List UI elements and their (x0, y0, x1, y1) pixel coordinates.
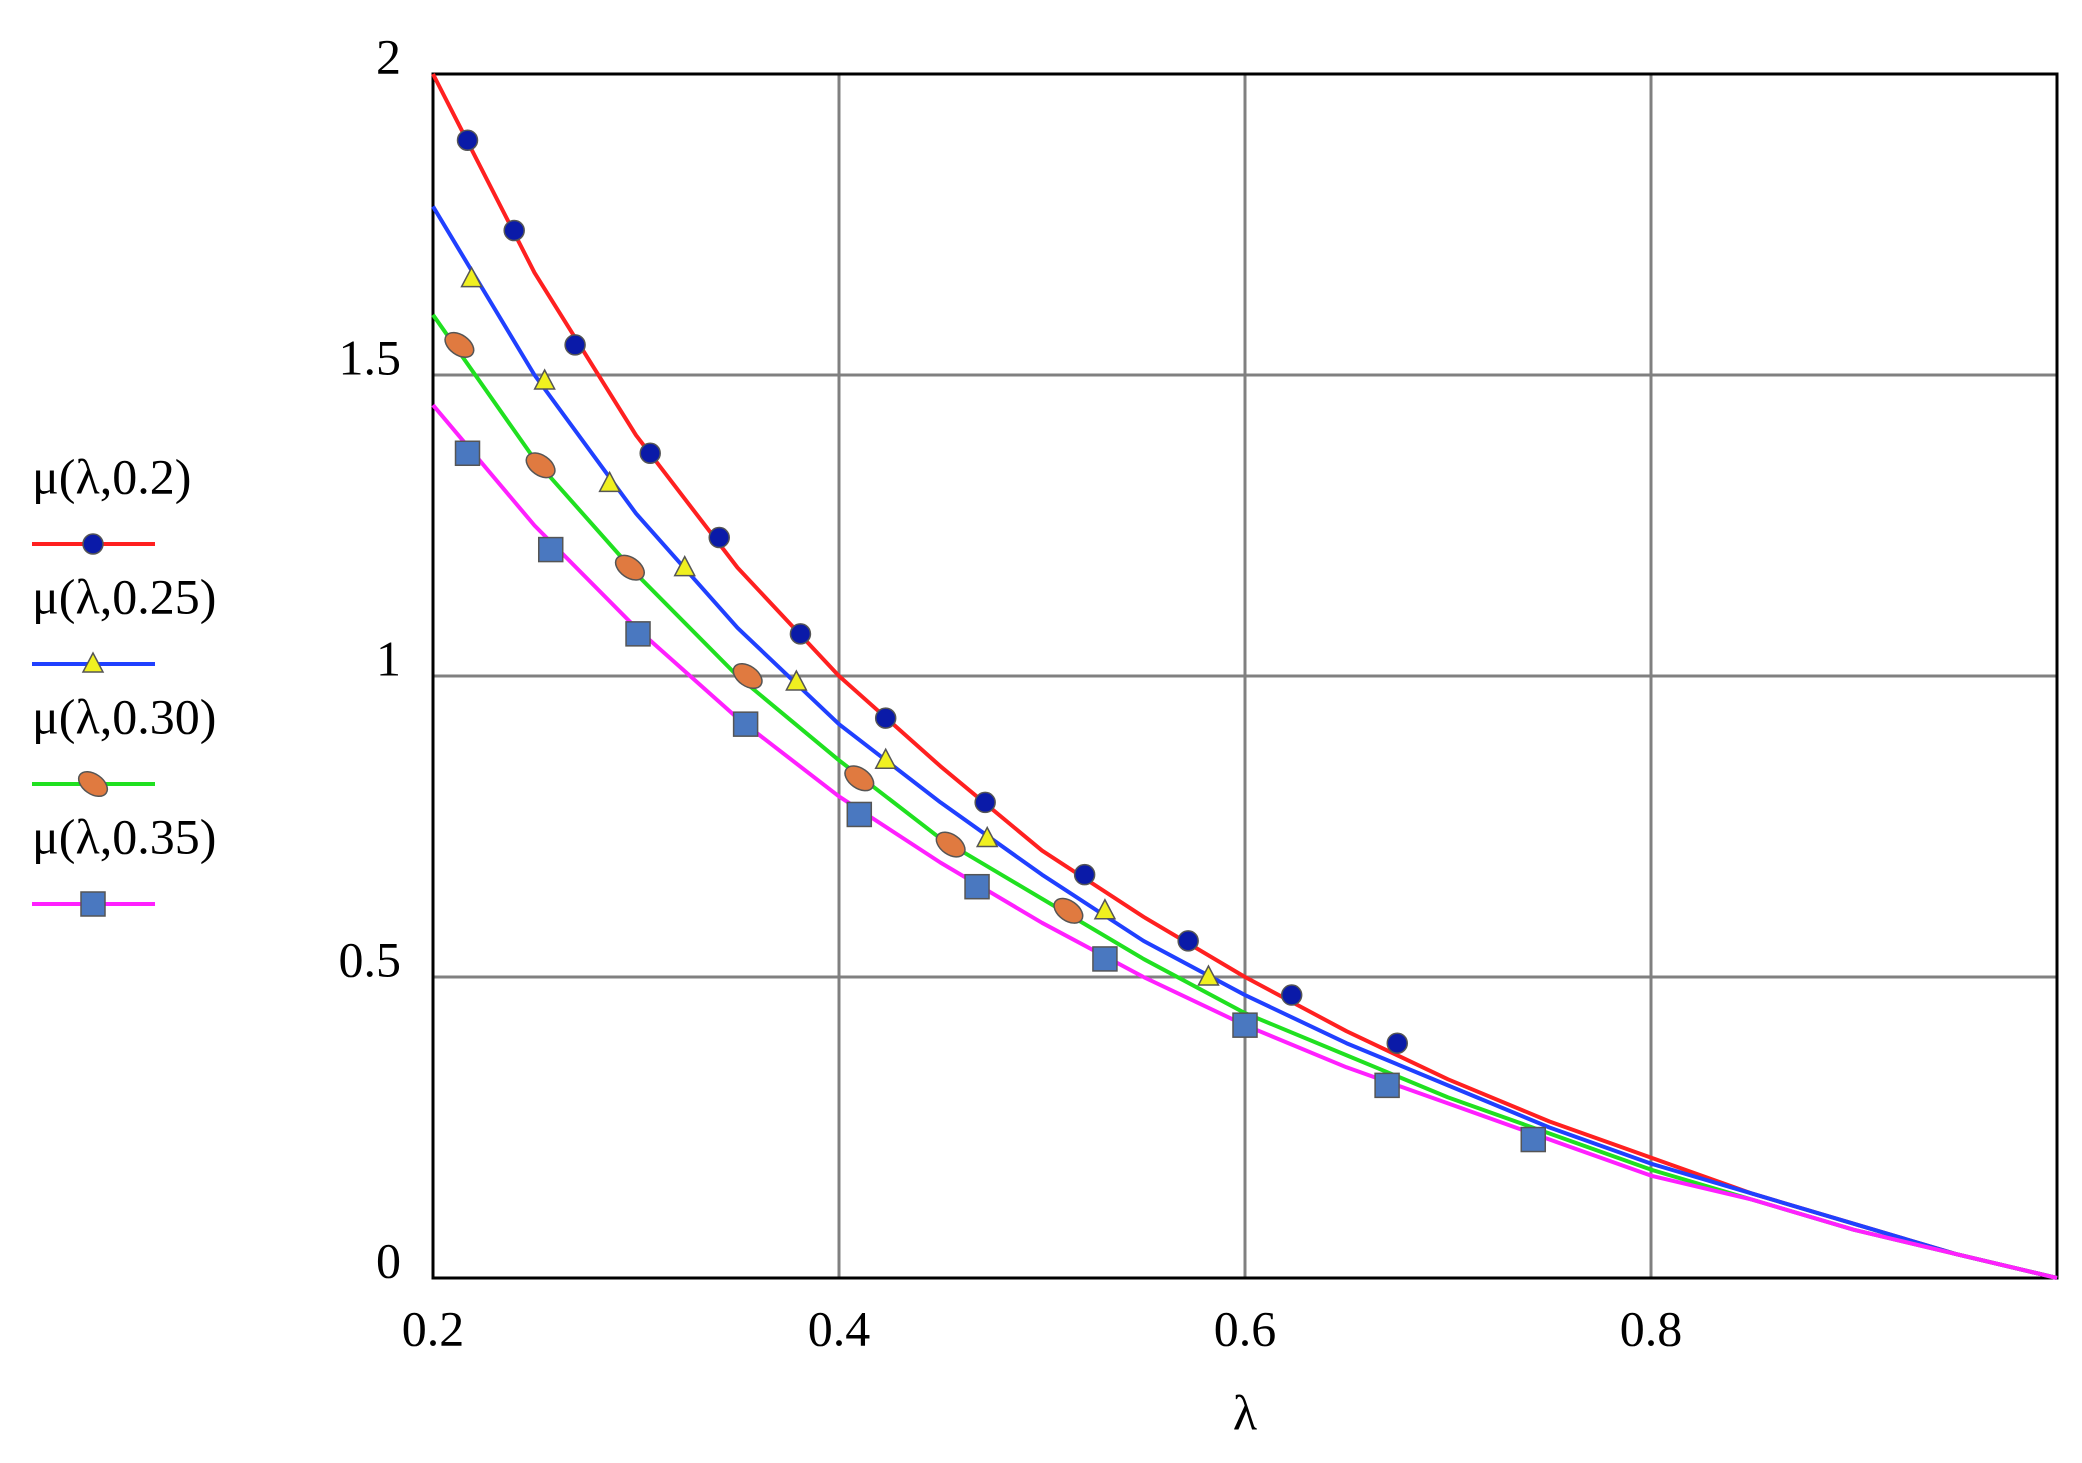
legend-label: μ(λ,0.30) (32, 688, 216, 744)
x-tick-label: 0.6 (1214, 1300, 1277, 1356)
marker (974, 791, 996, 814)
marker (1092, 946, 1118, 972)
marker (625, 621, 651, 647)
marker (537, 536, 564, 563)
marker (1520, 1126, 1547, 1153)
x-tick-label: 0.4 (808, 1300, 871, 1356)
marker (80, 891, 106, 917)
marker (846, 801, 873, 828)
marker (1177, 930, 1199, 952)
legend-label: μ(λ,0.25) (32, 568, 216, 624)
marker (975, 825, 999, 848)
x-tick-label: 0.8 (1620, 1300, 1683, 1356)
marker (614, 554, 645, 581)
marker (456, 129, 479, 151)
marker (533, 368, 556, 390)
marker (460, 266, 483, 288)
plot-frame (431, 72, 2059, 1280)
marker (564, 334, 586, 356)
marker (732, 711, 759, 737)
series-line (431, 205, 2058, 1280)
y-tick-label: 1.5 (339, 329, 402, 385)
marker (732, 662, 763, 690)
y-tick-label: 0 (376, 1232, 401, 1288)
marker (874, 707, 897, 729)
marker (874, 747, 897, 770)
marker (844, 765, 875, 792)
marker (1374, 1072, 1400, 1099)
marker (1093, 898, 1117, 920)
marker (454, 440, 481, 467)
marker (1197, 964, 1220, 986)
marker (1073, 863, 1096, 886)
legend-label: μ(λ,0.2) (32, 448, 191, 504)
marker (77, 770, 109, 798)
legend-label: μ(λ,0.35) (32, 808, 216, 864)
marker (1386, 1032, 1408, 1054)
marker (503, 219, 525, 242)
marker (964, 873, 990, 900)
marker (82, 533, 104, 555)
y-tick-label: 2 (376, 28, 401, 84)
marker (673, 555, 696, 577)
marker (598, 470, 621, 493)
marker (789, 623, 812, 645)
marker (708, 526, 730, 549)
marker (639, 442, 661, 465)
marker (1232, 1012, 1258, 1038)
marker (81, 651, 105, 673)
marker (785, 669, 808, 691)
y-tick-label: 0.5 (339, 931, 402, 987)
marker (525, 452, 556, 479)
x-axis-label: λ (1233, 1384, 1257, 1440)
y-tick-label: 1 (376, 630, 401, 686)
marker (444, 331, 475, 358)
x-tick-label: 0.2 (402, 1300, 465, 1356)
marker (935, 831, 966, 858)
marker (1053, 897, 1084, 924)
marker (1280, 984, 1303, 1006)
